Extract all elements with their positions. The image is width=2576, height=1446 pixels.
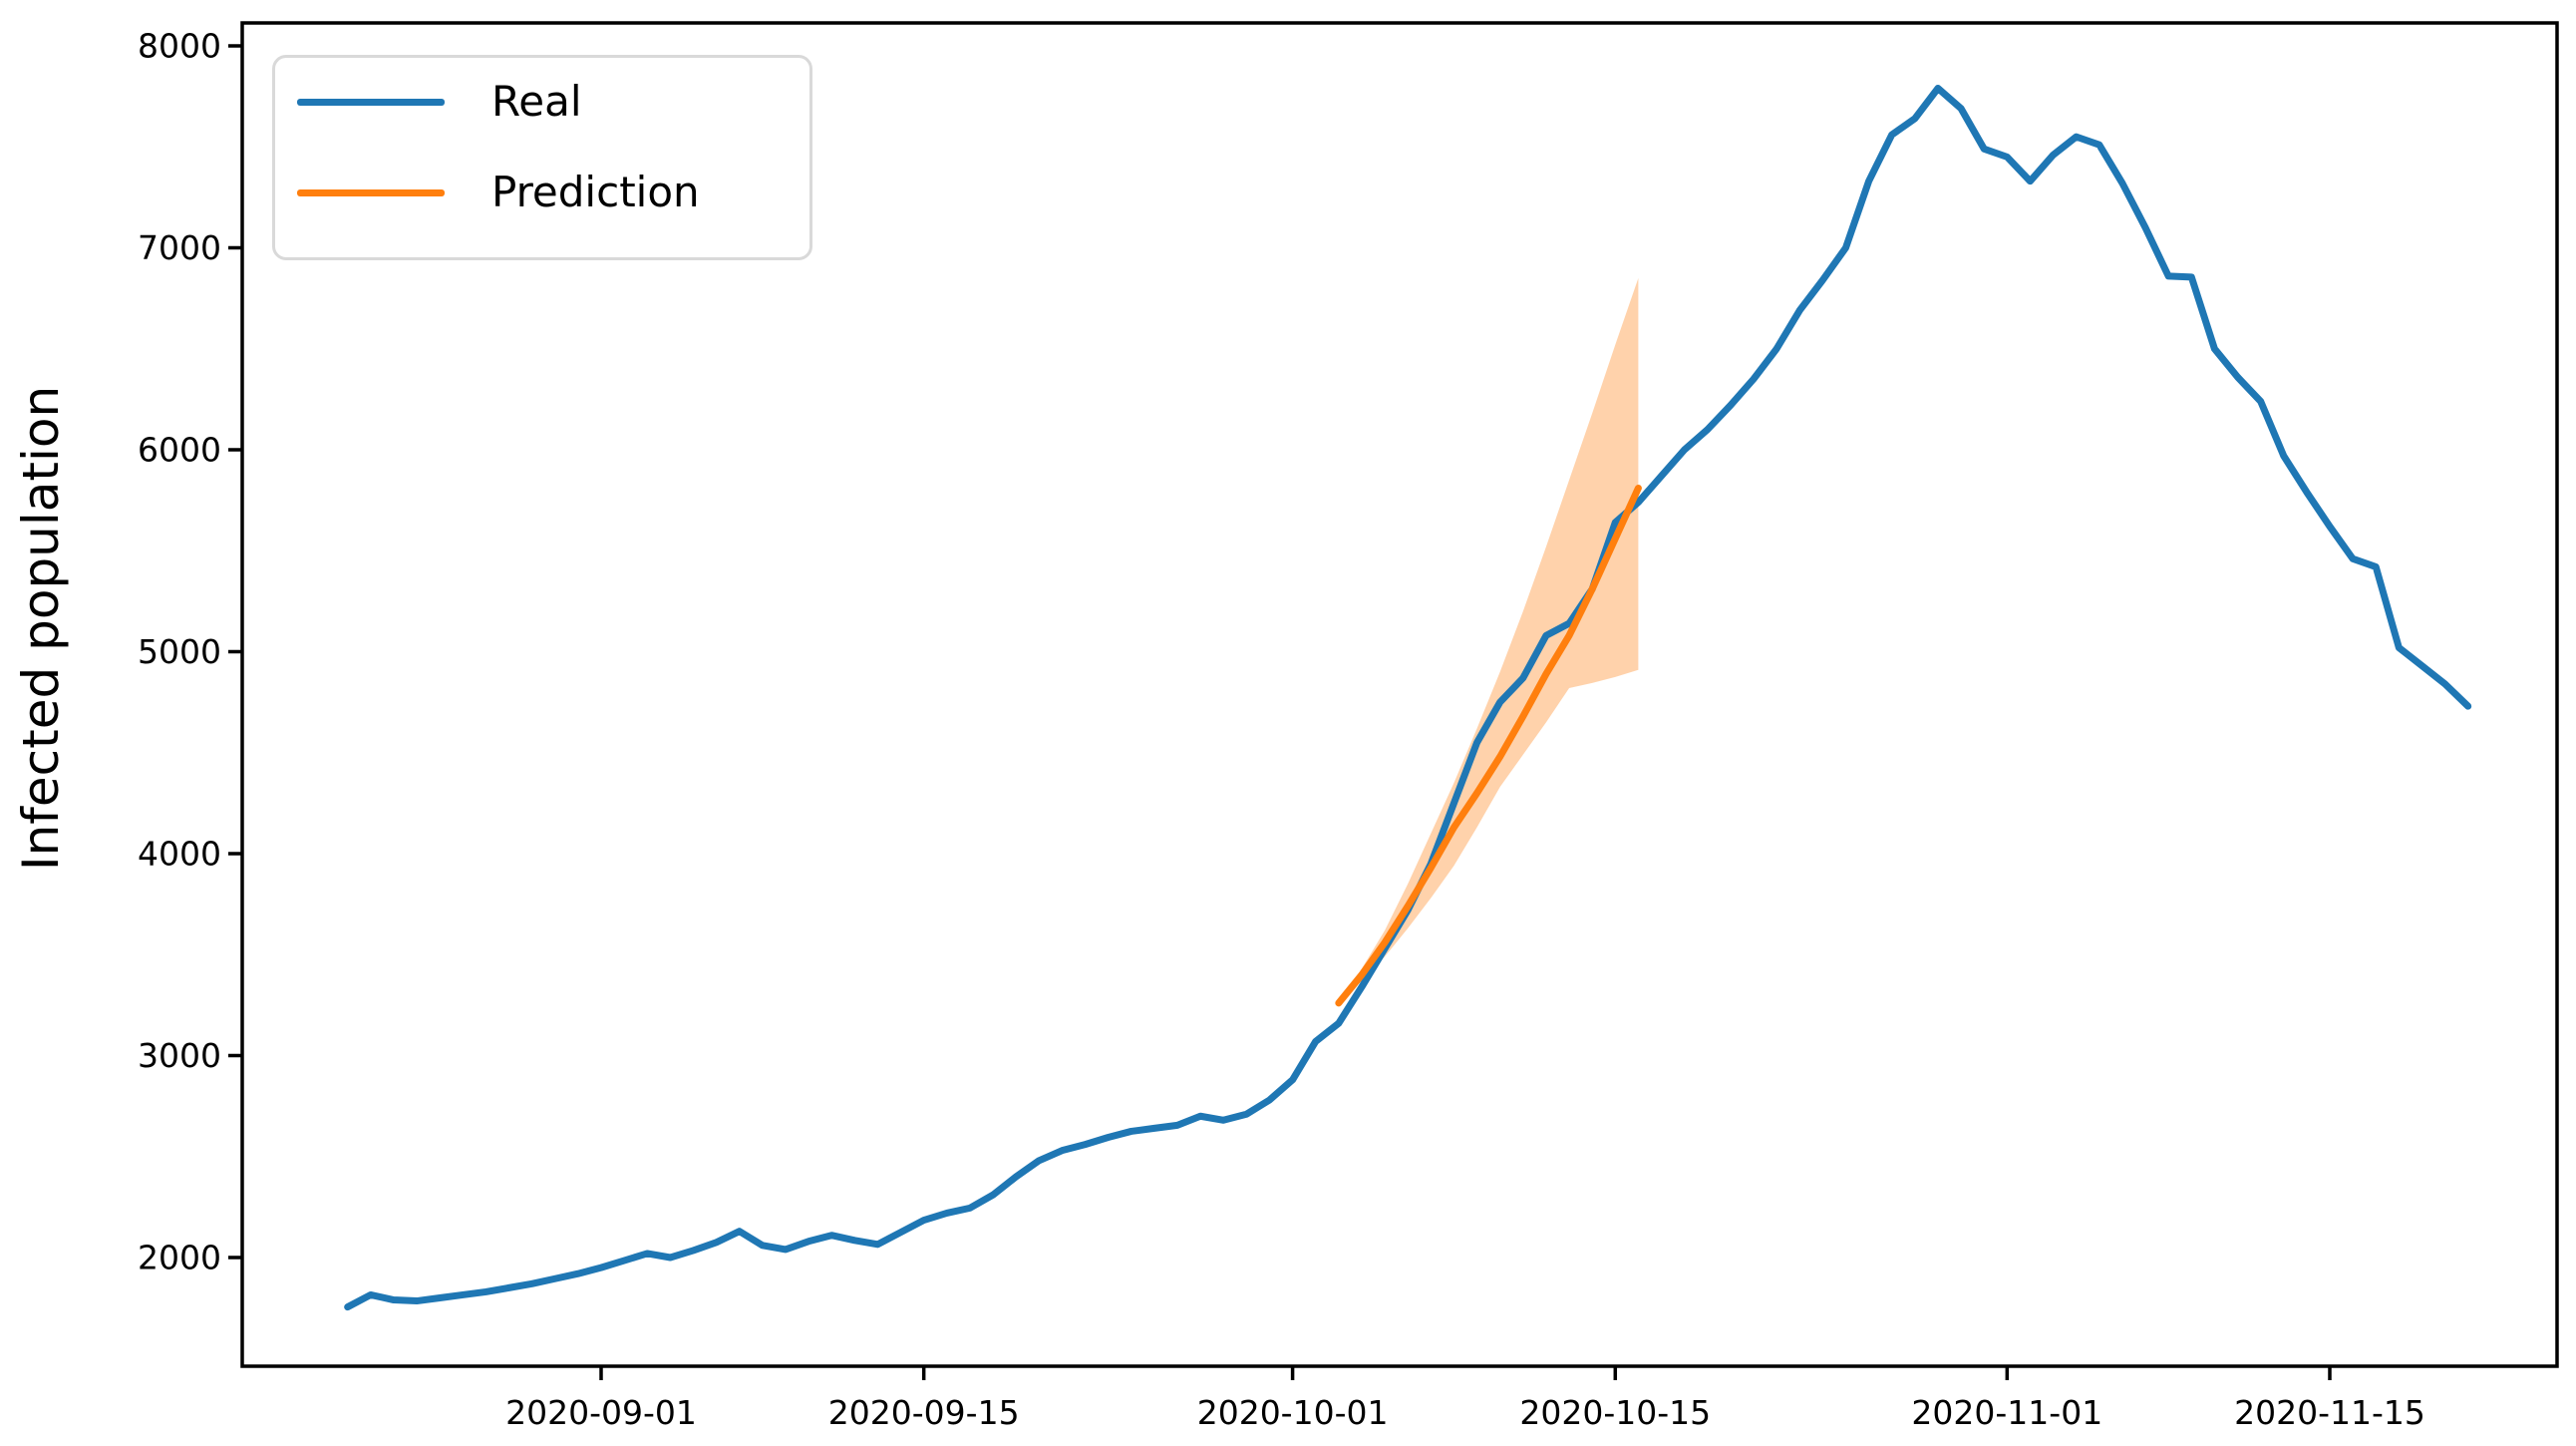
x-tick-label: 2020-11-01	[1911, 1393, 2102, 1432]
x-tick-label: 2020-09-15	[828, 1393, 1020, 1432]
y-tick-label: 8000	[138, 27, 221, 66]
legend-label-prediction: Prediction	[491, 168, 700, 216]
y-tick-label: 7000	[138, 228, 221, 267]
y-tick-label: 2000	[138, 1239, 221, 1277]
y-tick-label: 4000	[138, 835, 221, 874]
y-axis-label: Infected population	[12, 386, 70, 871]
prediction-line-sample	[297, 188, 445, 196]
legend: Real Prediction	[272, 55, 812, 260]
x-tick-label: 2020-09-01	[505, 1393, 697, 1432]
legend-item-prediction: Prediction	[275, 168, 809, 216]
real-line-sample	[297, 98, 445, 106]
x-tick-label: 2020-10-01	[1197, 1393, 1389, 1432]
x-tick-label: 2020-11-15	[2234, 1393, 2425, 1432]
y-tick-label: 5000	[138, 632, 221, 671]
real-line	[344, 85, 2472, 1311]
legend-label-real: Real	[491, 77, 582, 126]
legend-item-real: Real	[275, 77, 809, 126]
y-tick-label: 6000	[138, 431, 221, 470]
confidence-band	[1338, 277, 1639, 1003]
x-tick-label: 2020-10-15	[1519, 1393, 1711, 1432]
y-tick-label: 3000	[138, 1036, 221, 1075]
axes-spines	[240, 21, 2559, 1368]
prediction-line	[1335, 484, 1642, 1007]
